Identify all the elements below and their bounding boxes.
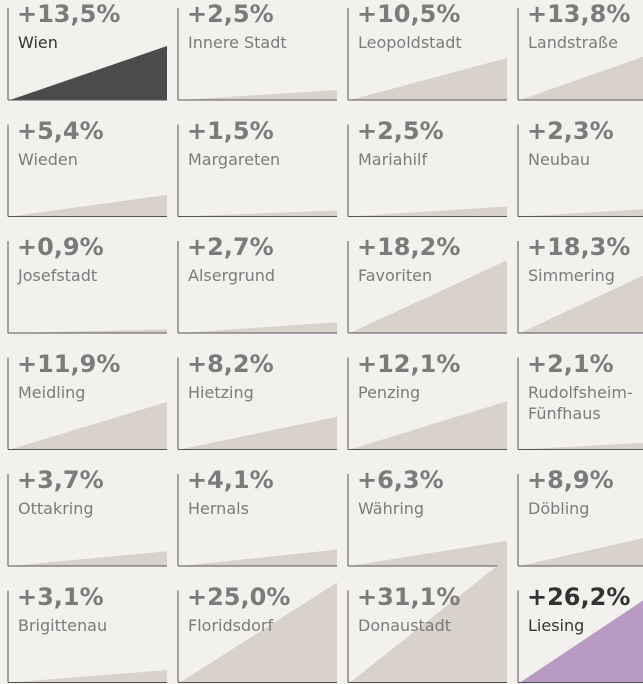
value-label: +11,9% (17, 349, 121, 378)
category-label: Favoriten (358, 266, 433, 285)
area (520, 56, 643, 100)
area (520, 275, 643, 333)
category-label: Hernals (188, 499, 249, 518)
category-label: Leopoldstadt (358, 33, 462, 52)
value-label: +13,5% (17, 0, 121, 28)
value-label: +0,9% (17, 233, 104, 261)
value-label: +2,3% (527, 116, 614, 145)
value-label: +2,5% (357, 116, 444, 145)
category-label: Meidling (18, 382, 86, 402)
area (180, 549, 337, 566)
area (520, 600, 643, 683)
value-label: +8,9% (527, 466, 614, 494)
value-label: +1,5% (187, 116, 274, 145)
area (350, 540, 507, 566)
area (10, 551, 167, 566)
category-label: Rudolfsheim-Fünfhaus (528, 382, 633, 423)
category-label: Mariahilf (358, 149, 428, 169)
category-label: Simmering (528, 266, 615, 285)
area (350, 206, 507, 217)
category-label: Donaustadt (358, 615, 452, 635)
area (180, 582, 337, 683)
area (520, 442, 643, 450)
category-label: Ottakring (18, 499, 94, 518)
value-label: +3,7% (17, 466, 104, 494)
value-label: +31,1% (357, 582, 461, 611)
category-label: Margareten (188, 149, 281, 169)
value-label: +13,8% (527, 0, 631, 28)
category-label: Brigittenau (18, 615, 108, 635)
value-label: +6,3% (357, 466, 444, 494)
category-label: Alsergrund (188, 266, 276, 285)
value-label: +2,7% (187, 233, 274, 261)
area (10, 670, 167, 683)
value-label: +3,1% (17, 582, 104, 611)
category-label: Floridsdorf (188, 615, 274, 635)
value-label: +5,4% (17, 116, 104, 145)
value-label: +8,2% (187, 349, 274, 378)
value-label: +4,1% (187, 466, 274, 494)
area (350, 558, 507, 683)
area (520, 538, 643, 566)
area (10, 46, 167, 100)
category-label: Liesing (528, 615, 585, 635)
category-label: Döbling (528, 499, 590, 518)
value-label: +12,1% (357, 349, 461, 378)
value-label: +2,5% (187, 0, 274, 28)
area (10, 401, 167, 450)
category-label: Penzing (358, 382, 421, 402)
category-label: Innere Stadt (188, 33, 287, 52)
area (180, 416, 337, 450)
category-label: Josefstadt (18, 266, 98, 285)
area (350, 260, 507, 333)
area (180, 90, 337, 100)
value-label: +10,5% (357, 0, 461, 28)
category-label: Währing (358, 499, 425, 518)
category-label: Wieden (18, 149, 78, 169)
area (350, 58, 507, 100)
category-label: Neubau (528, 149, 591, 169)
value-label: +18,3% (527, 233, 631, 261)
area (350, 401, 507, 450)
area (180, 322, 337, 333)
value-label: +26,2% (527, 582, 631, 611)
category-label: Hietzing (188, 382, 254, 402)
area (10, 194, 167, 217)
area (520, 209, 643, 217)
category-label: Landstraße (528, 33, 618, 52)
value-label: +18,2% (357, 233, 461, 261)
area (180, 210, 337, 217)
area (10, 329, 167, 333)
value-label: +2,1% (527, 349, 614, 378)
category-label: Wien (18, 33, 58, 52)
value-label: +25,0% (187, 582, 291, 611)
